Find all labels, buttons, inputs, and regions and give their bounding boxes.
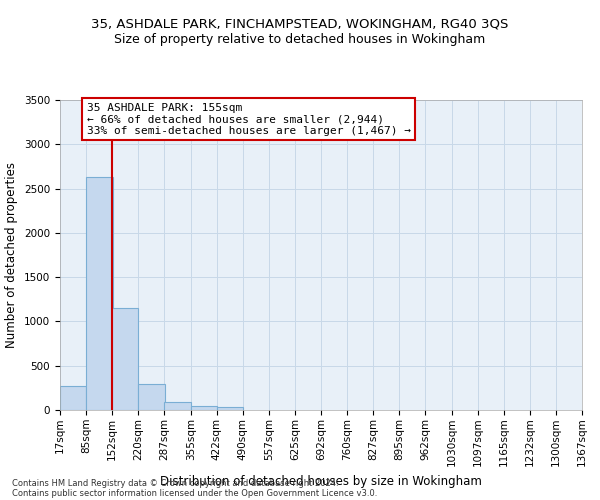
Text: Contains HM Land Registry data © Crown copyright and database right 2024.: Contains HM Land Registry data © Crown c…	[12, 478, 338, 488]
Y-axis label: Number of detached properties: Number of detached properties	[5, 162, 19, 348]
Text: Contains public sector information licensed under the Open Government Licence v3: Contains public sector information licen…	[12, 488, 377, 498]
Bar	[86, 177, 113, 410]
Bar	[112, 308, 139, 410]
Bar	[164, 402, 191, 410]
Text: Size of property relative to detached houses in Wokingham: Size of property relative to detached ho…	[115, 32, 485, 46]
Bar	[217, 407, 243, 410]
X-axis label: Distribution of detached houses by size in Wokingham: Distribution of detached houses by size …	[160, 474, 482, 488]
Text: 35, ASHDALE PARK, FINCHAMPSTEAD, WOKINGHAM, RG40 3QS: 35, ASHDALE PARK, FINCHAMPSTEAD, WOKINGH…	[91, 18, 509, 30]
Bar	[191, 406, 217, 410]
Text: 35 ASHDALE PARK: 155sqm
← 66% of detached houses are smaller (2,944)
33% of semi: 35 ASHDALE PARK: 155sqm ← 66% of detache…	[86, 102, 410, 136]
Bar	[139, 384, 165, 410]
Bar	[60, 386, 86, 410]
